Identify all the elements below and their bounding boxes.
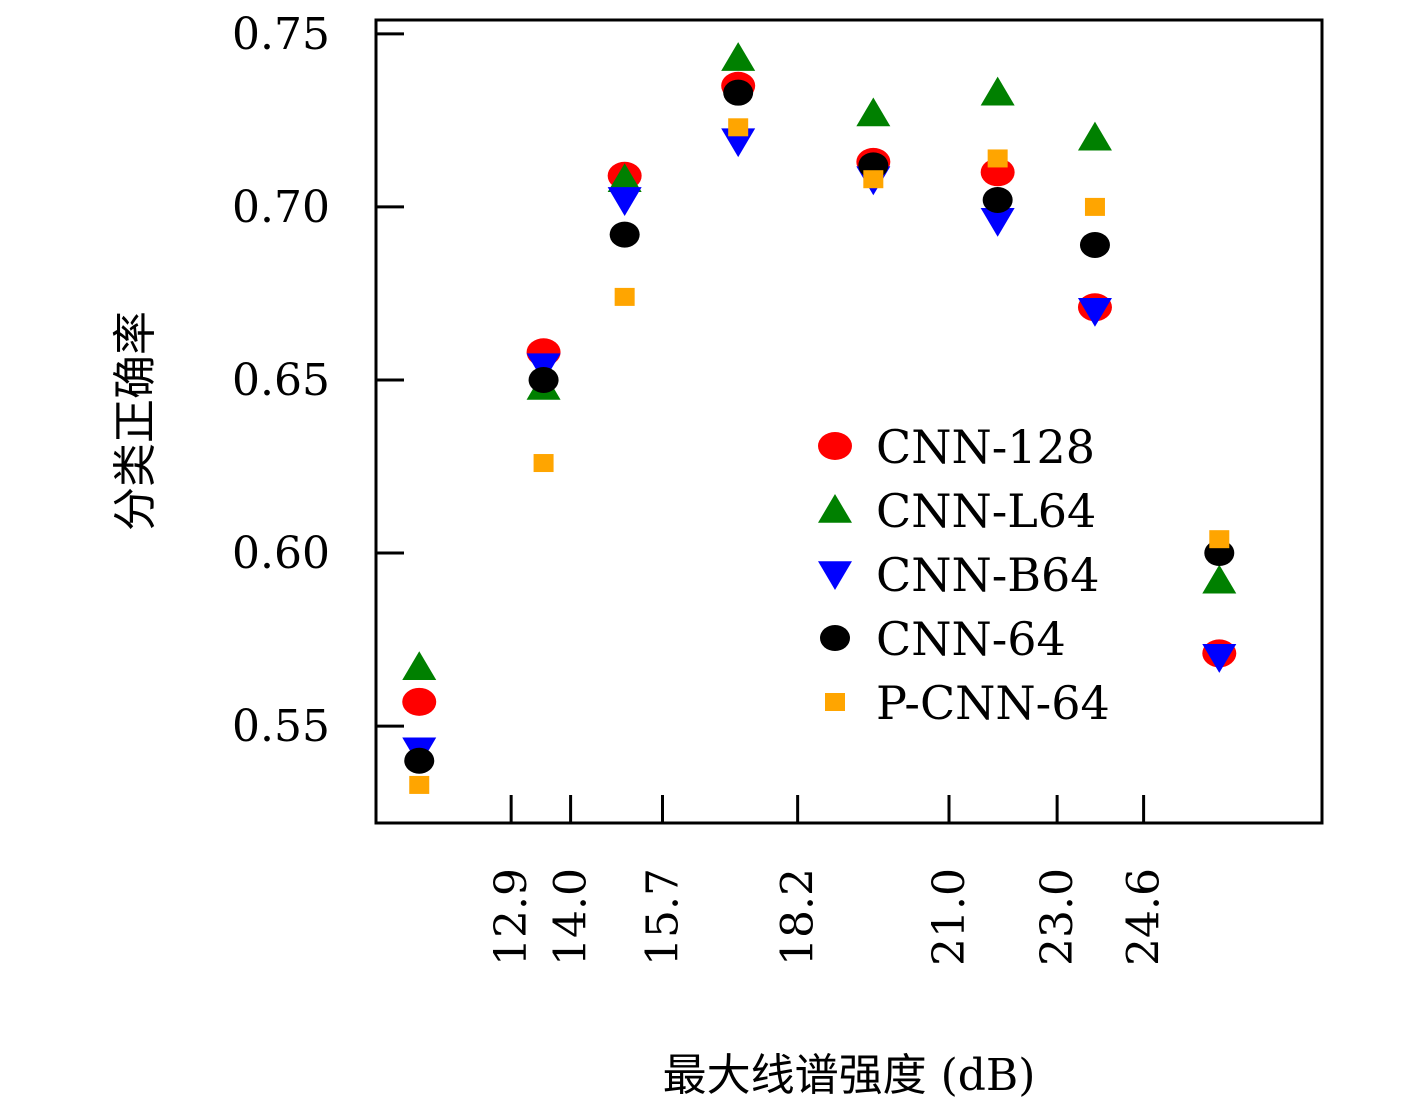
data-point <box>1209 530 1230 549</box>
data-point <box>1077 297 1112 327</box>
y-tick-label: 0.60 <box>232 528 330 579</box>
x-tick-label: 23.0 <box>1032 868 1083 966</box>
legend: CNN-128 CNN-L64 CNN-B64 CNN-64 P-CNN-64 <box>818 420 1110 730</box>
data-point <box>1079 231 1110 258</box>
x-tick-label: 21.0 <box>924 868 975 966</box>
data-point <box>1084 197 1105 216</box>
data-point <box>609 221 640 248</box>
legend-label: CNN-L64 <box>876 484 1096 538</box>
y-axis: 0.55 0.60 0.65 0.70 0.75 <box>232 9 404 752</box>
legend-marker <box>818 561 852 590</box>
legend-marker <box>820 625 850 651</box>
data-point <box>980 76 1015 106</box>
y-tick-label: 0.70 <box>232 182 330 233</box>
x-tick-label: 24.6 <box>1119 868 1170 966</box>
x-tick-label: 14.0 <box>546 868 597 966</box>
data-point <box>528 366 559 393</box>
data-point <box>607 187 642 216</box>
data-point <box>721 42 756 71</box>
data-point <box>723 79 754 106</box>
data-point <box>614 287 635 306</box>
data-point <box>402 687 437 716</box>
data-points <box>402 42 1237 794</box>
data-point <box>982 186 1013 213</box>
data-point <box>863 170 884 189</box>
legend-marker <box>818 432 852 460</box>
plot-frame <box>374 18 1324 825</box>
legend-marker <box>818 494 852 523</box>
data-point <box>404 747 435 774</box>
y-axis-title: 分类正确率 <box>110 311 161 531</box>
y-tick-label: 0.65 <box>232 355 330 406</box>
x-axis-title: 最大线谱强度 (dB) <box>663 1050 1036 1101</box>
x-axis: 12.9 14.0 15.7 18.2 21.0 23.0 24.6 <box>486 795 1170 966</box>
x-tick-label: 12.9 <box>486 868 537 966</box>
data-point <box>856 97 891 127</box>
data-point <box>1077 121 1112 151</box>
y-tick-label: 0.75 <box>232 9 330 60</box>
data-point <box>1202 564 1237 594</box>
legend-label: CNN-64 <box>876 612 1066 666</box>
x-tick-label: 15.7 <box>638 868 689 966</box>
legend-label: P-CNN-64 <box>876 676 1110 730</box>
data-point <box>402 651 437 681</box>
data-point <box>728 118 749 137</box>
data-point <box>987 149 1008 168</box>
data-point <box>980 207 1015 237</box>
legend-marker <box>825 693 845 711</box>
legend-label: CNN-128 <box>876 420 1095 474</box>
legend-label: CNN-B64 <box>876 548 1100 602</box>
x-tick-label: 18.2 <box>773 868 824 966</box>
y-tick-label: 0.55 <box>232 701 330 752</box>
data-point <box>607 163 642 193</box>
data-point <box>533 454 554 473</box>
data-point <box>409 775 430 794</box>
data-point <box>1202 644 1237 673</box>
